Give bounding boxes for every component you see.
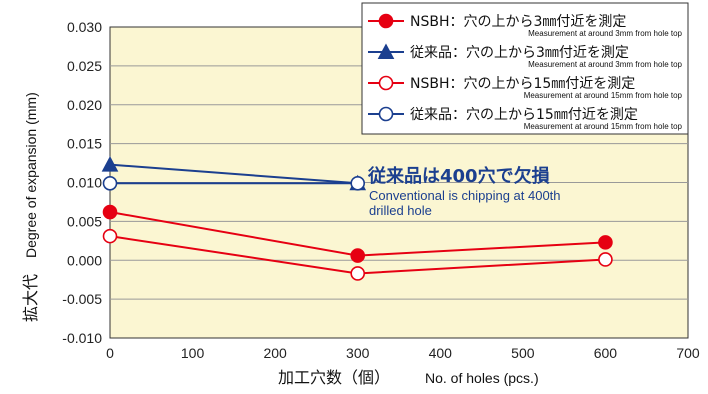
legend-label: NSBH：穴の上から3㎜付近を測定 (410, 14, 626, 30)
annotation-title: 従来品は400穴で欠損 (367, 165, 551, 187)
y-tick-label: 0.025 (67, 58, 102, 74)
y-tick-label: 0.000 (67, 252, 102, 268)
data-point (350, 248, 366, 263)
y-tick-labels: 0.030 0.025 0.020 0.015 0.010 0.005 0.000 -0.00… (62, 19, 102, 346)
series-line (109, 163, 358, 185)
data-point (350, 266, 366, 281)
y-axis-title: 拡大代 Degree of expansion (mm) (21, 92, 40, 322)
x-tick-label: 500 (511, 345, 535, 361)
legend-sublabel: Measurement at around 3mm from hole top (528, 29, 682, 38)
annotation-subtitle-line1: Conventional is chipping at 400th (369, 188, 561, 203)
y-tick-label: -0.010 (62, 330, 102, 346)
x-tick-label: 400 (429, 345, 453, 361)
legend-marker (378, 13, 394, 29)
data-point (598, 252, 613, 267)
legend-label: 従来品：穴の上から3㎜付近を測定 (410, 45, 629, 61)
x-axis-title-jp: 加工穴数（個） (278, 368, 390, 387)
legend-sublabel: Measurement at around 15mm from hole top (524, 122, 683, 131)
data-point (102, 175, 118, 191)
series-4 (102, 175, 366, 191)
y-tick-label: 0.010 (67, 175, 102, 191)
legend-label: NSBH：穴の上から15㎜付近を測定 (410, 76, 635, 92)
y-tick-label: 0.020 (67, 97, 102, 113)
y-axis-title-en: Degree of expansion (mm) (23, 92, 39, 258)
y-tick-label: 0.015 (67, 136, 102, 152)
x-tick-label: 700 (676, 345, 700, 361)
y-tick-label: 0.030 (67, 19, 102, 35)
x-axis-title-en: No. of holes (pcs.) (425, 370, 539, 386)
data-point (598, 235, 613, 250)
legend-marker (378, 75, 394, 91)
series-layer (101, 156, 613, 281)
y-tick-label: -0.005 (62, 291, 102, 307)
legend-sublabel: Measurement at around 15mm from hole top (524, 91, 683, 100)
y-axis-title-jp: 拡大代 (21, 274, 40, 322)
series-3 (102, 228, 613, 281)
legend-marker (378, 106, 394, 122)
legend-marker (377, 43, 395, 59)
series-1 (102, 204, 613, 263)
data-point (101, 156, 119, 172)
legend-sublabel: Measurement at around 3mm from hole top (528, 60, 682, 69)
x-tick-label: 100 (181, 345, 205, 361)
annotation-subtitle-line2: drilled hole (369, 203, 432, 218)
x-tick-label: 0 (106, 345, 114, 361)
legend-box (361, 2, 689, 135)
data-point (102, 228, 118, 244)
data-point (102, 204, 118, 220)
data-point (350, 175, 366, 191)
y-tick-label: 0.005 (67, 213, 102, 229)
x-tick-label: 600 (594, 345, 618, 361)
x-tick-labels: 0 100 200 300 400 500 600 700 (106, 345, 700, 361)
x-tick-label: 300 (346, 345, 370, 361)
legend-label: 従来品：穴の上から15㎜付近を測定 (410, 107, 638, 123)
x-tick-label: 200 (263, 345, 287, 361)
